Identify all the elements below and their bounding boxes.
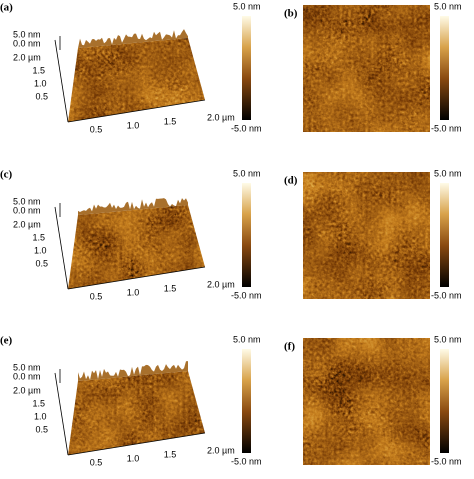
axis (67, 432, 206, 456)
colorbar-min-label: -5.0 nm (231, 290, 262, 300)
z-tick-label: 5.0 nm (13, 362, 41, 372)
colorbar (440, 183, 449, 287)
x-tick-label: 1.0 (127, 287, 140, 297)
colorbar-max-label: 5.0 nm (233, 168, 261, 178)
x-tick-label: 1.5 (164, 116, 177, 126)
panel-label: (a) (0, 2, 13, 14)
colorbar (440, 16, 449, 120)
colorbar (242, 183, 251, 287)
colorbar-max-label: 5.0 nm (434, 168, 462, 178)
axis (67, 266, 206, 290)
axis (54, 372, 69, 456)
panel-label: (c) (0, 169, 13, 181)
y-tick-label: 2.0 µm (13, 219, 41, 229)
x-tick-label: 0.5 (90, 124, 103, 134)
axis (54, 206, 69, 290)
colorbar (440, 349, 449, 453)
colorbar-max-label: 5.0 nm (233, 1, 261, 11)
z-tick-label: 0.0 nm (13, 371, 41, 381)
y-tick-label: 1.0 (34, 78, 47, 88)
y-tick-label: 2.0 µm (13, 52, 41, 62)
y-tick-label: 1.0 (34, 245, 47, 255)
x-tick-label: 1.0 (127, 120, 140, 130)
afm-image (303, 338, 430, 465)
panel-label: (b) (284, 8, 298, 20)
axis (67, 99, 206, 123)
y-tick-label: 1.5 (33, 398, 46, 408)
colorbar (242, 16, 251, 120)
y-tick-label: 1.5 (33, 65, 46, 75)
colorbar-max-label: 5.0 nm (233, 334, 261, 344)
z-tick-label: 0.0 nm (13, 38, 41, 48)
x-tick-label: 1.5 (164, 283, 177, 293)
x-tick-label: 2.0 µm (207, 445, 235, 455)
z-tick-label: 5.0 nm (13, 196, 41, 206)
colorbar-max-label: 5.0 nm (434, 334, 462, 344)
colorbar-min-label: -5.0 nm (231, 123, 262, 133)
panel-label: (e) (0, 335, 13, 347)
panel-label: (d) (284, 175, 298, 187)
surface-peaks (78, 29, 188, 48)
colorbar-min-label: -5.0 nm (231, 456, 262, 466)
y-tick-label: 0.5 (36, 258, 49, 268)
surface-peaks (78, 198, 188, 215)
x-tick-label: 2.0 µm (207, 112, 235, 122)
y-tick-label: 2.0 µm (13, 385, 41, 395)
colorbar-min-label: -5.0 nm (431, 290, 462, 300)
surface (68, 38, 205, 122)
y-tick-label: 0.5 (36, 424, 49, 434)
y-tick-label: 0.5 (36, 91, 49, 101)
surface-peaks (78, 361, 188, 381)
colorbar (242, 349, 251, 453)
colorbar-max-label: 5.0 nm (434, 1, 462, 11)
x-tick-label: 1.5 (164, 449, 177, 459)
x-tick-label: 1.0 (127, 453, 140, 463)
z-tick-label: 0.0 nm (13, 205, 41, 215)
afm-image (303, 5, 430, 132)
panel-label: (f) (284, 341, 295, 353)
colorbar-min-label: -5.0 nm (431, 123, 462, 133)
afm-image (303, 172, 430, 299)
axis (54, 39, 69, 123)
y-tick-label: 1.5 (33, 232, 46, 242)
z-tick-label: 5.0 nm (13, 29, 41, 39)
x-tick-label: 0.5 (90, 291, 103, 301)
x-tick-label: 2.0 µm (207, 279, 235, 289)
y-tick-label: 1.0 (34, 411, 47, 421)
colorbar-min-label: -5.0 nm (431, 456, 462, 466)
x-tick-label: 0.5 (90, 457, 103, 467)
